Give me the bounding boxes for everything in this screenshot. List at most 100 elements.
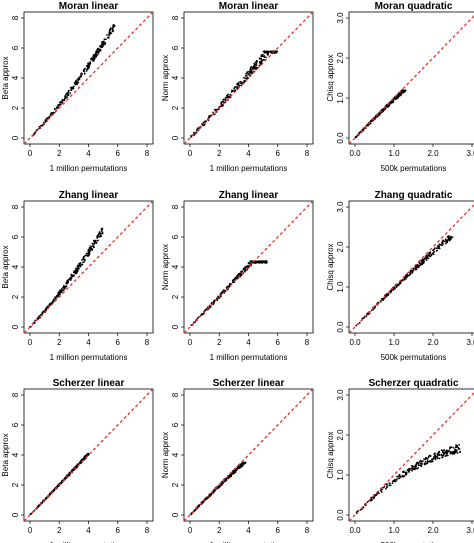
scatter-point [64, 95, 67, 98]
scatter-point [398, 93, 401, 95]
scatter-point [450, 446, 453, 449]
scatter-point [91, 242, 94, 245]
scatter-point [419, 462, 422, 465]
scatter-point [371, 120, 373, 122]
scatter-point [44, 119, 47, 122]
scatter-point [423, 462, 426, 465]
scatter-point [415, 268, 418, 271]
scatter-point [444, 455, 447, 458]
scatter-point [391, 482, 394, 485]
scatter-point [453, 450, 456, 452]
scatter-point [438, 457, 441, 460]
y-tick-label: 8 [171, 15, 180, 20]
y-tick-label: 8 [11, 392, 20, 397]
scatter-point [399, 94, 402, 96]
scatter-point [66, 92, 68, 95]
scatter-point [77, 79, 80, 82]
scatter-point [262, 50, 265, 53]
scatter-point [101, 232, 104, 235]
scatter-point [57, 291, 60, 294]
scatter-point [69, 92, 72, 95]
scatter-point [248, 72, 251, 74]
scatter-point [80, 458, 83, 461]
scatter-point [229, 93, 232, 96]
scatter-point [431, 460, 434, 463]
scatter-point [420, 259, 423, 262]
scatter-point [442, 449, 445, 452]
x-axis-label: 1 million permutations [50, 353, 128, 362]
scatter-point [374, 116, 376, 119]
scatter-point [411, 270, 414, 272]
x-tick-label: 2 [57, 526, 62, 535]
scatter-point [64, 285, 67, 288]
scatter-point [248, 70, 250, 73]
x-axis-label: 1 million permutations [210, 541, 288, 543]
scatter-point [89, 245, 92, 248]
scatter-point [67, 278, 70, 281]
x-tick-label: 0 [28, 149, 33, 158]
data-region [349, 204, 474, 333]
diagonal-reference-line [24, 201, 153, 333]
scatter-point [80, 73, 82, 75]
scatter-point [44, 308, 47, 311]
scatter-point [445, 240, 448, 243]
scatter-point [267, 51, 270, 53]
scatter-point [389, 291, 392, 294]
scatter-point [454, 451, 457, 454]
scatter-point [247, 72, 250, 75]
scatter-point [446, 454, 449, 457]
scatter-point [76, 267, 79, 270]
scatter-point [193, 509, 196, 512]
scatter-point [417, 266, 420, 269]
scatter-point [245, 72, 247, 75]
x-tick-label: 3.0 [466, 338, 474, 347]
scatter-point [224, 101, 227, 104]
y-axis-label: Beta approx [1, 245, 10, 288]
scatter-point [92, 55, 95, 58]
scatter-point [75, 80, 77, 83]
scatter-point [381, 108, 384, 111]
scatter-point [395, 285, 398, 288]
y-tick-label: 1.0 [336, 281, 345, 293]
scatter-point [398, 477, 401, 480]
x-tick-label: 6 [276, 526, 281, 535]
x-axis-label: 1 million permutations [210, 164, 288, 173]
scatter-point [443, 451, 446, 454]
y-axis-label: Beta approx [1, 56, 10, 99]
scatter-point [380, 491, 383, 493]
scatter-point [222, 98, 225, 101]
x-tick-label: 4 [86, 338, 91, 347]
scatter-point [259, 58, 261, 60]
data-region [184, 389, 313, 521]
x-tick-label: 8 [145, 526, 150, 535]
x-tick-label: 2.0 [427, 338, 439, 347]
scatter-point [257, 261, 260, 264]
scatter-point [444, 242, 447, 245]
scatter-point [237, 82, 240, 85]
scatter-point [394, 480, 396, 483]
scatter-point [72, 469, 75, 471]
scatter-point [98, 45, 101, 48]
scatter-point [83, 70, 86, 73]
scatter-point [68, 473, 71, 476]
scatter-point [212, 301, 215, 304]
scatter-point [243, 76, 245, 79]
scatter-point [46, 116, 49, 119]
scatter-point [96, 49, 99, 51]
scatter-point [82, 68, 85, 71]
scatter-point [394, 98, 396, 101]
y-tick-label: 6 [171, 45, 180, 50]
scatter-point [233, 470, 236, 473]
scatter-point [249, 260, 252, 263]
scatter-point [240, 84, 243, 87]
scatter-point [418, 464, 420, 467]
scatter-point [418, 264, 421, 267]
scatter-point [93, 246, 95, 249]
scatter-point [423, 260, 425, 263]
scatter-point [264, 52, 266, 54]
scatter-point [385, 486, 388, 489]
scatter-point [428, 460, 431, 463]
scatter-point [76, 269, 79, 272]
scatter-point [33, 509, 36, 512]
